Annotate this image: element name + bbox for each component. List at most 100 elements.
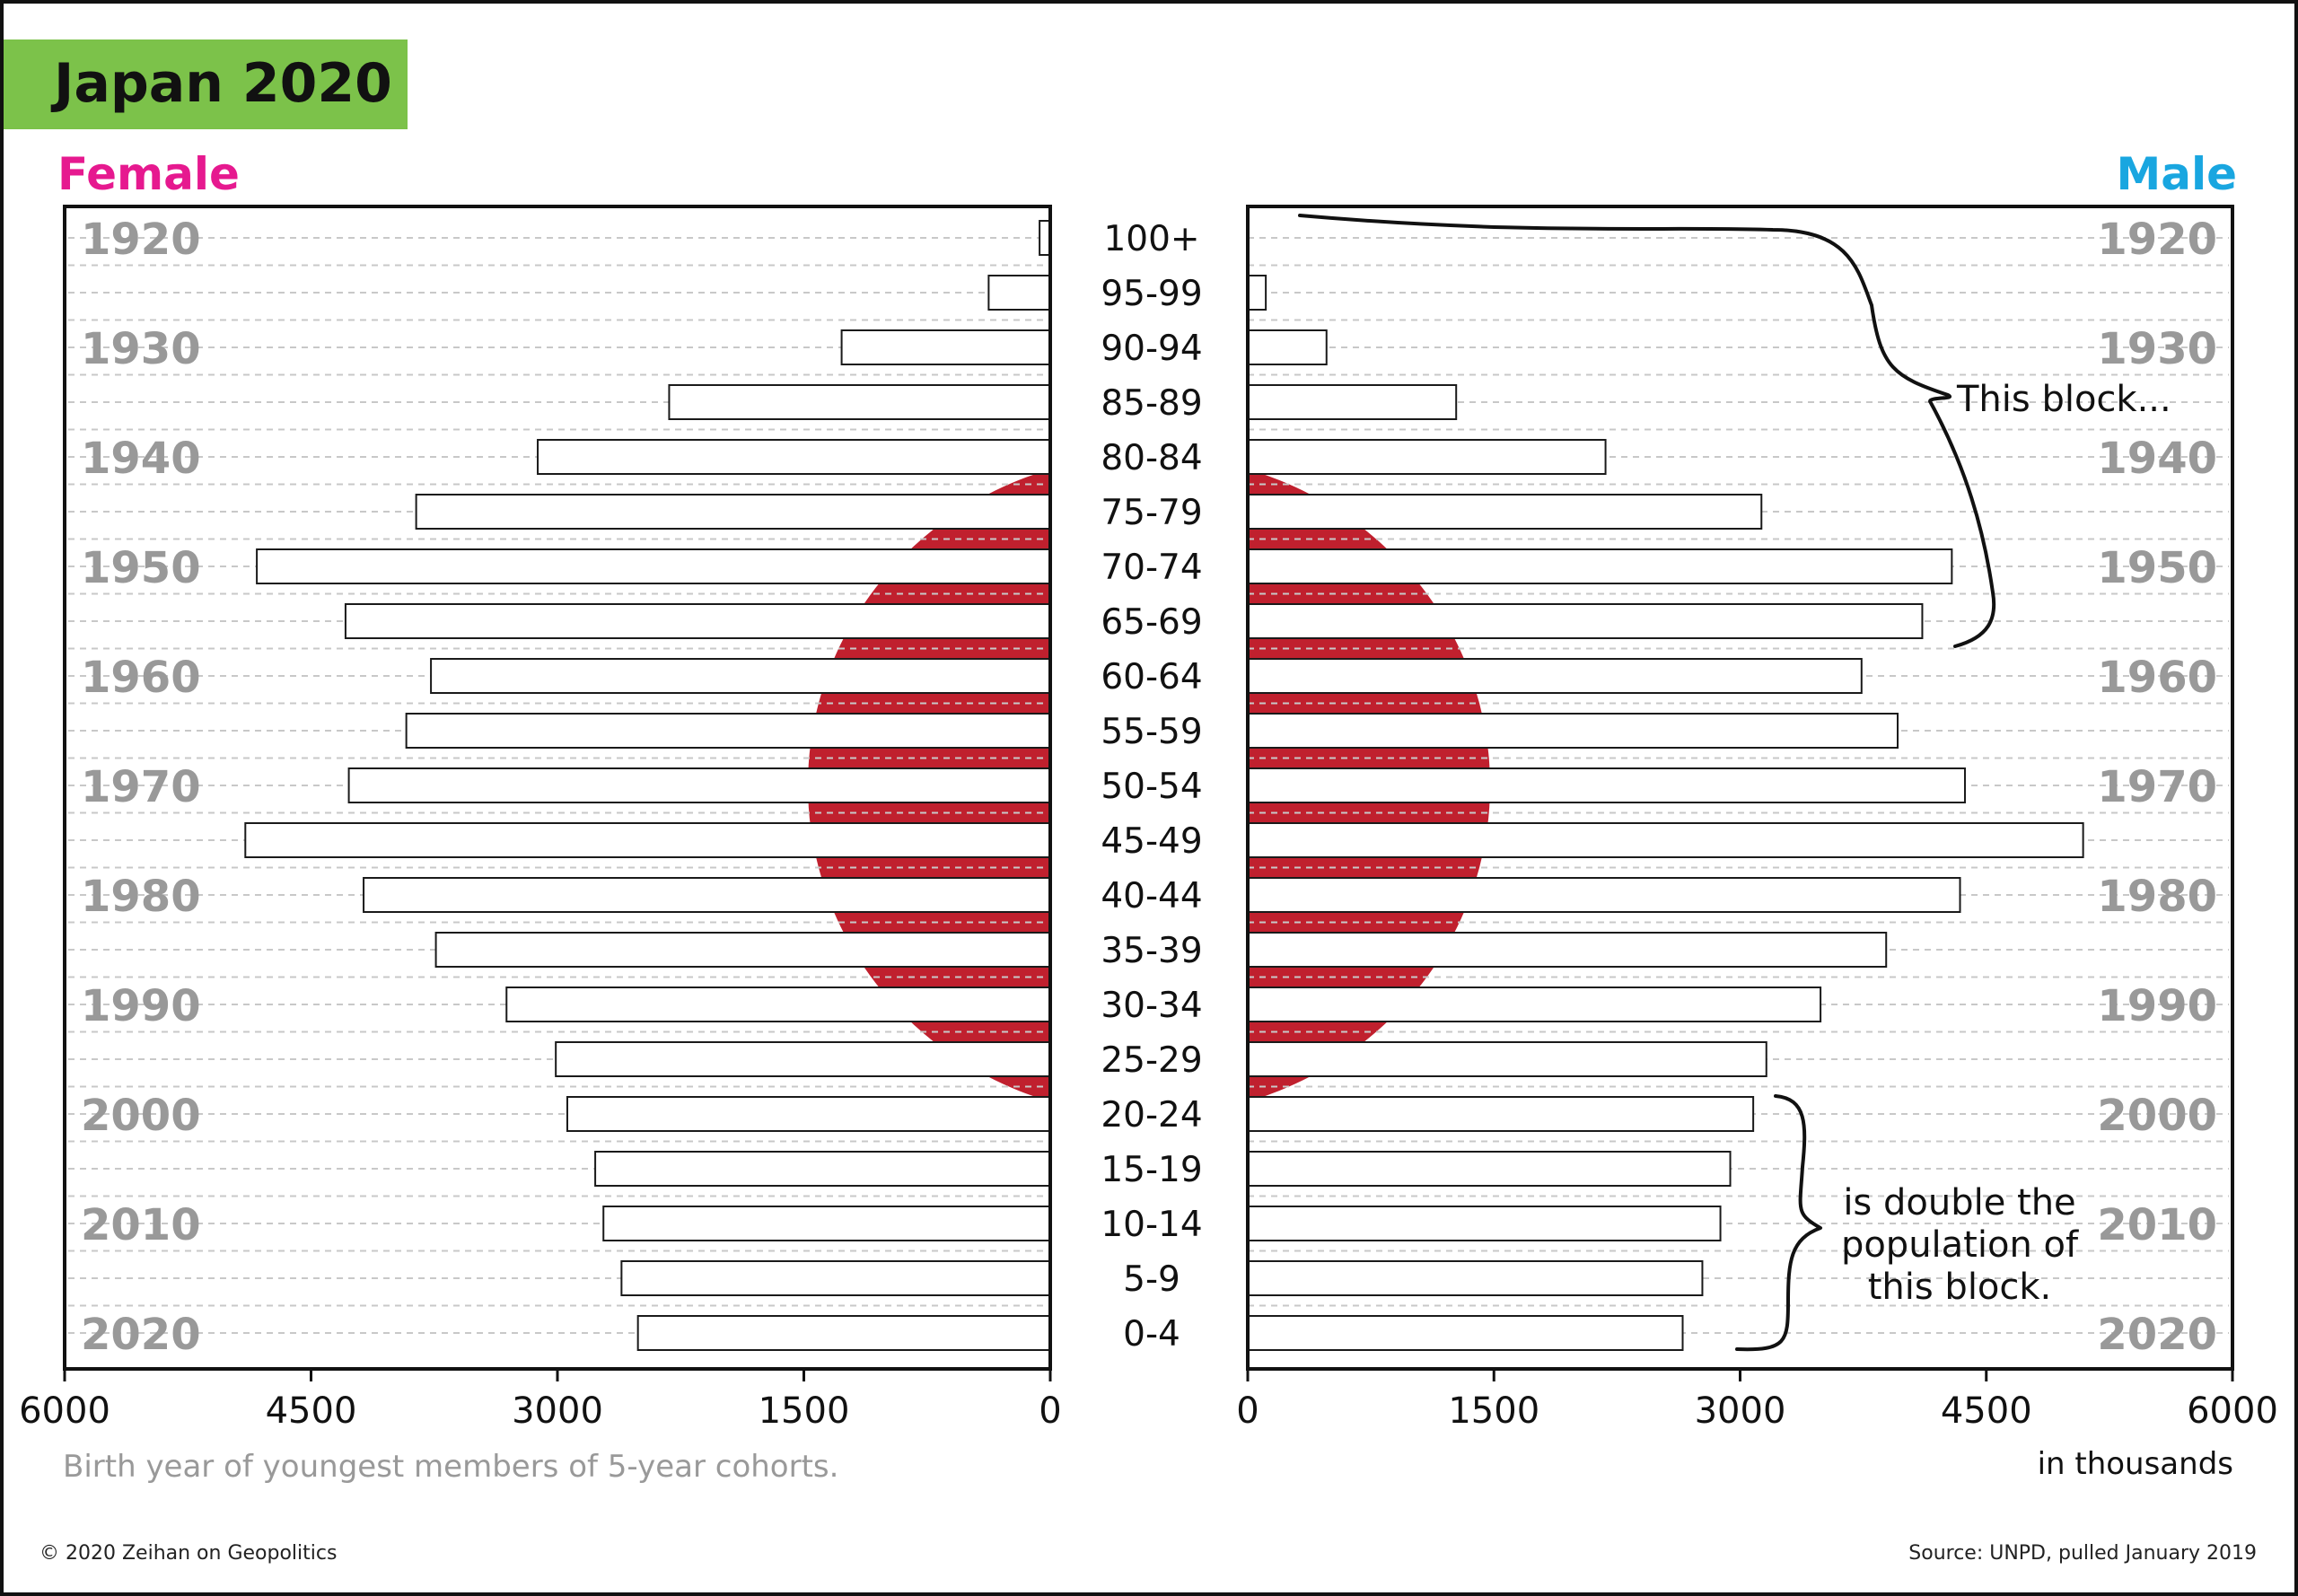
male-tick-label: 6000 bbox=[2187, 1390, 2278, 1432]
male-bar bbox=[1247, 494, 1763, 530]
age-group-label: 70-74 bbox=[1101, 548, 1202, 588]
male-birth-year-label: 1970 bbox=[2097, 762, 2217, 812]
male-bar bbox=[1247, 987, 1822, 1022]
female-birth-year-label: 1920 bbox=[81, 215, 201, 265]
female-bar bbox=[363, 877, 1051, 913]
age-group-label: 30-34 bbox=[1101, 986, 1202, 1026]
female-birth-year-label: 1990 bbox=[81, 981, 201, 1031]
female-birth-year-label: 1950 bbox=[81, 543, 201, 593]
age-group-label: 15-19 bbox=[1101, 1150, 1202, 1190]
female-bar bbox=[244, 822, 1051, 858]
age-group-label: 60-64 bbox=[1101, 657, 1202, 697]
age-group-label: 10-14 bbox=[1101, 1205, 1202, 1245]
age-group-label: 75-79 bbox=[1101, 493, 1202, 533]
age-group-label: 85-89 bbox=[1101, 383, 1202, 424]
labels: 6000 4500 3000 1500 0 0 1500 3000 4500 6000 100+ 95… bbox=[19, 215, 2278, 1485]
male-bar bbox=[1247, 548, 1953, 584]
female-bar bbox=[347, 767, 1051, 803]
female-bar bbox=[987, 275, 1051, 311]
male-birth-year-label: 1930 bbox=[2097, 324, 2217, 374]
male-bar bbox=[1247, 329, 1328, 365]
female-panel-border bbox=[63, 205, 1052, 1369]
top-block-bracket bbox=[1298, 214, 1996, 648]
male-bar bbox=[1247, 439, 1607, 475]
age-group-label: 90-94 bbox=[1101, 329, 1202, 369]
birth-year-note: Birth year of youngest members of 5-year… bbox=[63, 1449, 838, 1485]
female-bar bbox=[602, 1206, 1051, 1241]
female-bar bbox=[594, 1151, 1052, 1187]
annotation-double-line: this block. bbox=[1868, 1267, 2052, 1308]
annotation-this-block: This block... bbox=[1956, 379, 2171, 420]
female-tick-label: 6000 bbox=[19, 1390, 110, 1432]
male-bar bbox=[1247, 1260, 1704, 1296]
female-bar bbox=[405, 713, 1051, 749]
male-bar bbox=[1247, 1096, 1755, 1132]
male-bar bbox=[1247, 932, 1888, 968]
age-group-label: 80-84 bbox=[1101, 438, 1202, 478]
male-tick-label: 0 bbox=[1236, 1390, 1259, 1432]
age-group-label: 25-29 bbox=[1101, 1040, 1202, 1081]
female-birth-year-label: 2010 bbox=[81, 1200, 201, 1250]
male-birth-year-label: 1940 bbox=[2097, 434, 2217, 484]
female-bar bbox=[668, 384, 1051, 420]
annotation-double-line: population of bbox=[1841, 1224, 2079, 1266]
female-birth-year-label: 2020 bbox=[81, 1310, 201, 1360]
age-group-label: 100+ bbox=[1103, 219, 1199, 259]
bars bbox=[244, 220, 2084, 1351]
age-group-label: 40-44 bbox=[1101, 876, 1202, 916]
chart-title: Japan 2020 bbox=[54, 52, 392, 115]
male-panel-border bbox=[1246, 205, 2234, 1369]
female-tick-label: 0 bbox=[1039, 1390, 1061, 1432]
male-bar bbox=[1247, 275, 1267, 311]
age-group-label: 95-99 bbox=[1101, 274, 1202, 314]
female-bar bbox=[566, 1096, 1051, 1132]
age-group-label: 20-24 bbox=[1101, 1095, 1202, 1136]
male-birth-year-label: 1990 bbox=[2097, 981, 2217, 1031]
female-bar bbox=[505, 987, 1051, 1022]
female-bar bbox=[537, 439, 1051, 475]
male-birth-year-label: 2010 bbox=[2097, 1200, 2217, 1250]
male-bar bbox=[1247, 822, 2084, 858]
units-label: in thousands bbox=[2038, 1446, 2233, 1482]
male-side-label: Male bbox=[2116, 148, 2237, 200]
age-group-label: 65-69 bbox=[1101, 602, 1202, 643]
male-bar bbox=[1247, 767, 1966, 803]
female-birth-year-label: 1980 bbox=[81, 872, 201, 922]
male-bar bbox=[1247, 658, 1863, 694]
male-birth-year-label: 1920 bbox=[2097, 215, 2217, 265]
male-birth-year-label: 1960 bbox=[2097, 653, 2217, 703]
male-bar bbox=[1247, 1315, 1684, 1351]
bottom-block-bracket bbox=[1735, 1094, 1822, 1352]
female-bar bbox=[430, 658, 1051, 694]
male-bar bbox=[1247, 1041, 1767, 1077]
age-group-label: 0-4 bbox=[1123, 1314, 1180, 1355]
male-birth-year-label: 1980 bbox=[2097, 872, 2217, 922]
male-birth-year-label: 2020 bbox=[2097, 1310, 2217, 1360]
age-group-label: 55-59 bbox=[1101, 712, 1202, 752]
male-bar bbox=[1247, 877, 1961, 913]
female-side-label: Female bbox=[57, 148, 240, 200]
age-group-label: 50-54 bbox=[1101, 767, 1202, 807]
male-bar bbox=[1247, 1206, 1722, 1241]
annotation-double-line: is double the bbox=[1843, 1182, 2075, 1223]
male-bar bbox=[1247, 1151, 1732, 1187]
source-note: Source: UNPD, pulled January 2019 bbox=[1908, 1542, 2257, 1565]
female-bar bbox=[555, 1041, 1051, 1077]
male-birth-year-label: 2000 bbox=[2097, 1091, 2217, 1141]
male-bar bbox=[1247, 713, 1899, 749]
title-background bbox=[4, 39, 408, 129]
female-bar bbox=[434, 932, 1051, 968]
female-birth-year-label: 2000 bbox=[81, 1091, 201, 1141]
female-birth-year-label: 1960 bbox=[81, 653, 201, 703]
female-birth-year-label: 1940 bbox=[81, 434, 201, 484]
female-tick-label: 3000 bbox=[512, 1390, 603, 1432]
age-group-label: 35-39 bbox=[1101, 931, 1202, 971]
male-bar bbox=[1247, 603, 1924, 639]
male-tick-label: 1500 bbox=[1448, 1390, 1539, 1432]
age-group-label: 45-49 bbox=[1101, 821, 1202, 862]
female-bar bbox=[256, 548, 1051, 584]
male-tick-label: 3000 bbox=[1695, 1390, 1786, 1432]
female-tick-label: 1500 bbox=[759, 1390, 850, 1432]
